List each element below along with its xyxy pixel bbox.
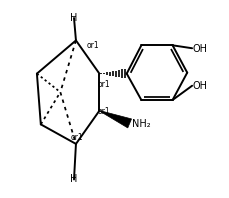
Text: OH: OH bbox=[191, 44, 206, 54]
Text: or1: or1 bbox=[97, 80, 109, 89]
Text: OH: OH bbox=[191, 81, 206, 91]
Text: NH₂: NH₂ bbox=[131, 119, 150, 129]
Polygon shape bbox=[99, 110, 131, 128]
Text: H: H bbox=[70, 13, 77, 23]
Text: or1: or1 bbox=[71, 133, 83, 142]
Text: H: H bbox=[70, 174, 77, 184]
Text: or1: or1 bbox=[86, 41, 99, 50]
Text: or1: or1 bbox=[97, 107, 109, 116]
